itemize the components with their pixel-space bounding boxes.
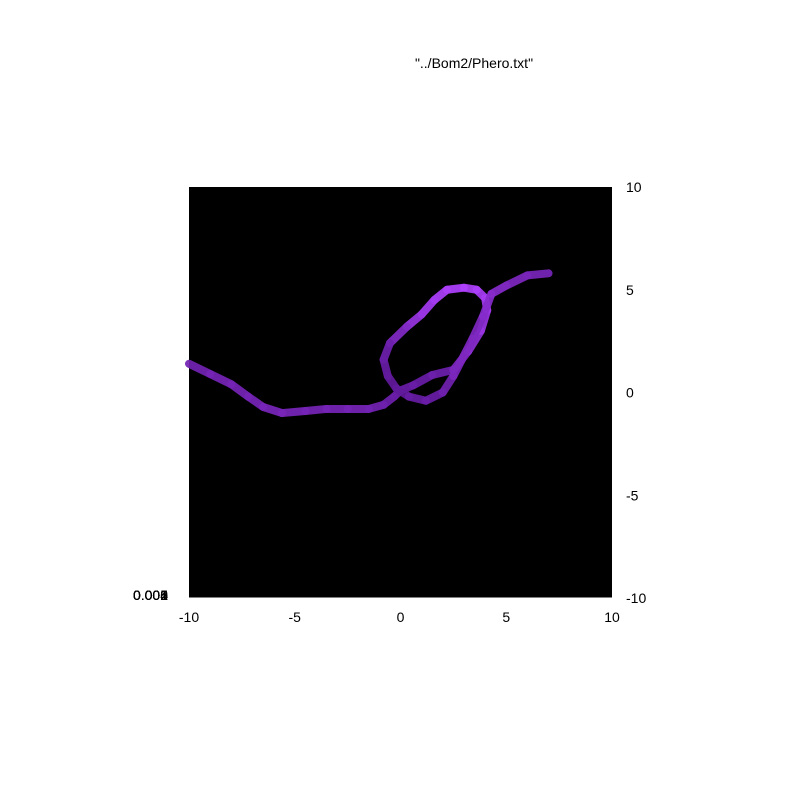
chart-title: "../Bom2/Phero.txt" <box>415 55 533 71</box>
x-tick-label: -10 <box>179 609 199 625</box>
x-tick-label: 10 <box>604 609 620 625</box>
trail-segment <box>523 269 553 280</box>
y-axis-ticks: 10 5 0 -5 -10 <box>626 179 646 606</box>
colorbar-tick-label: 0.003 <box>133 587 168 603</box>
colorbar-tick-label: 0.002 <box>133 587 168 603</box>
trail-segment <box>468 312 487 344</box>
x-axis-ticks: -10 -5 0 5 10 <box>179 609 620 625</box>
x-tick-label: 0 <box>397 609 405 625</box>
pheromone-trail <box>185 269 553 418</box>
y-tick-label: 0 <box>626 385 634 401</box>
y-tick-label: -5 <box>626 487 639 503</box>
colorbar-tick-label: 0 <box>160 587 168 603</box>
colorbar-tick-label: 0.004 <box>133 587 168 603</box>
x-tick-label: 5 <box>502 609 510 625</box>
x-tick-label: -5 <box>289 609 302 625</box>
colorbar-tick-label: 0.001 <box>133 587 168 603</box>
y-tick-label: 5 <box>626 282 634 298</box>
y-tick-label: -10 <box>626 590 646 606</box>
trail-segment <box>478 289 496 321</box>
y-tick-label: 10 <box>626 179 642 195</box>
colorbar-tick-label: 0.005 <box>133 587 168 603</box>
